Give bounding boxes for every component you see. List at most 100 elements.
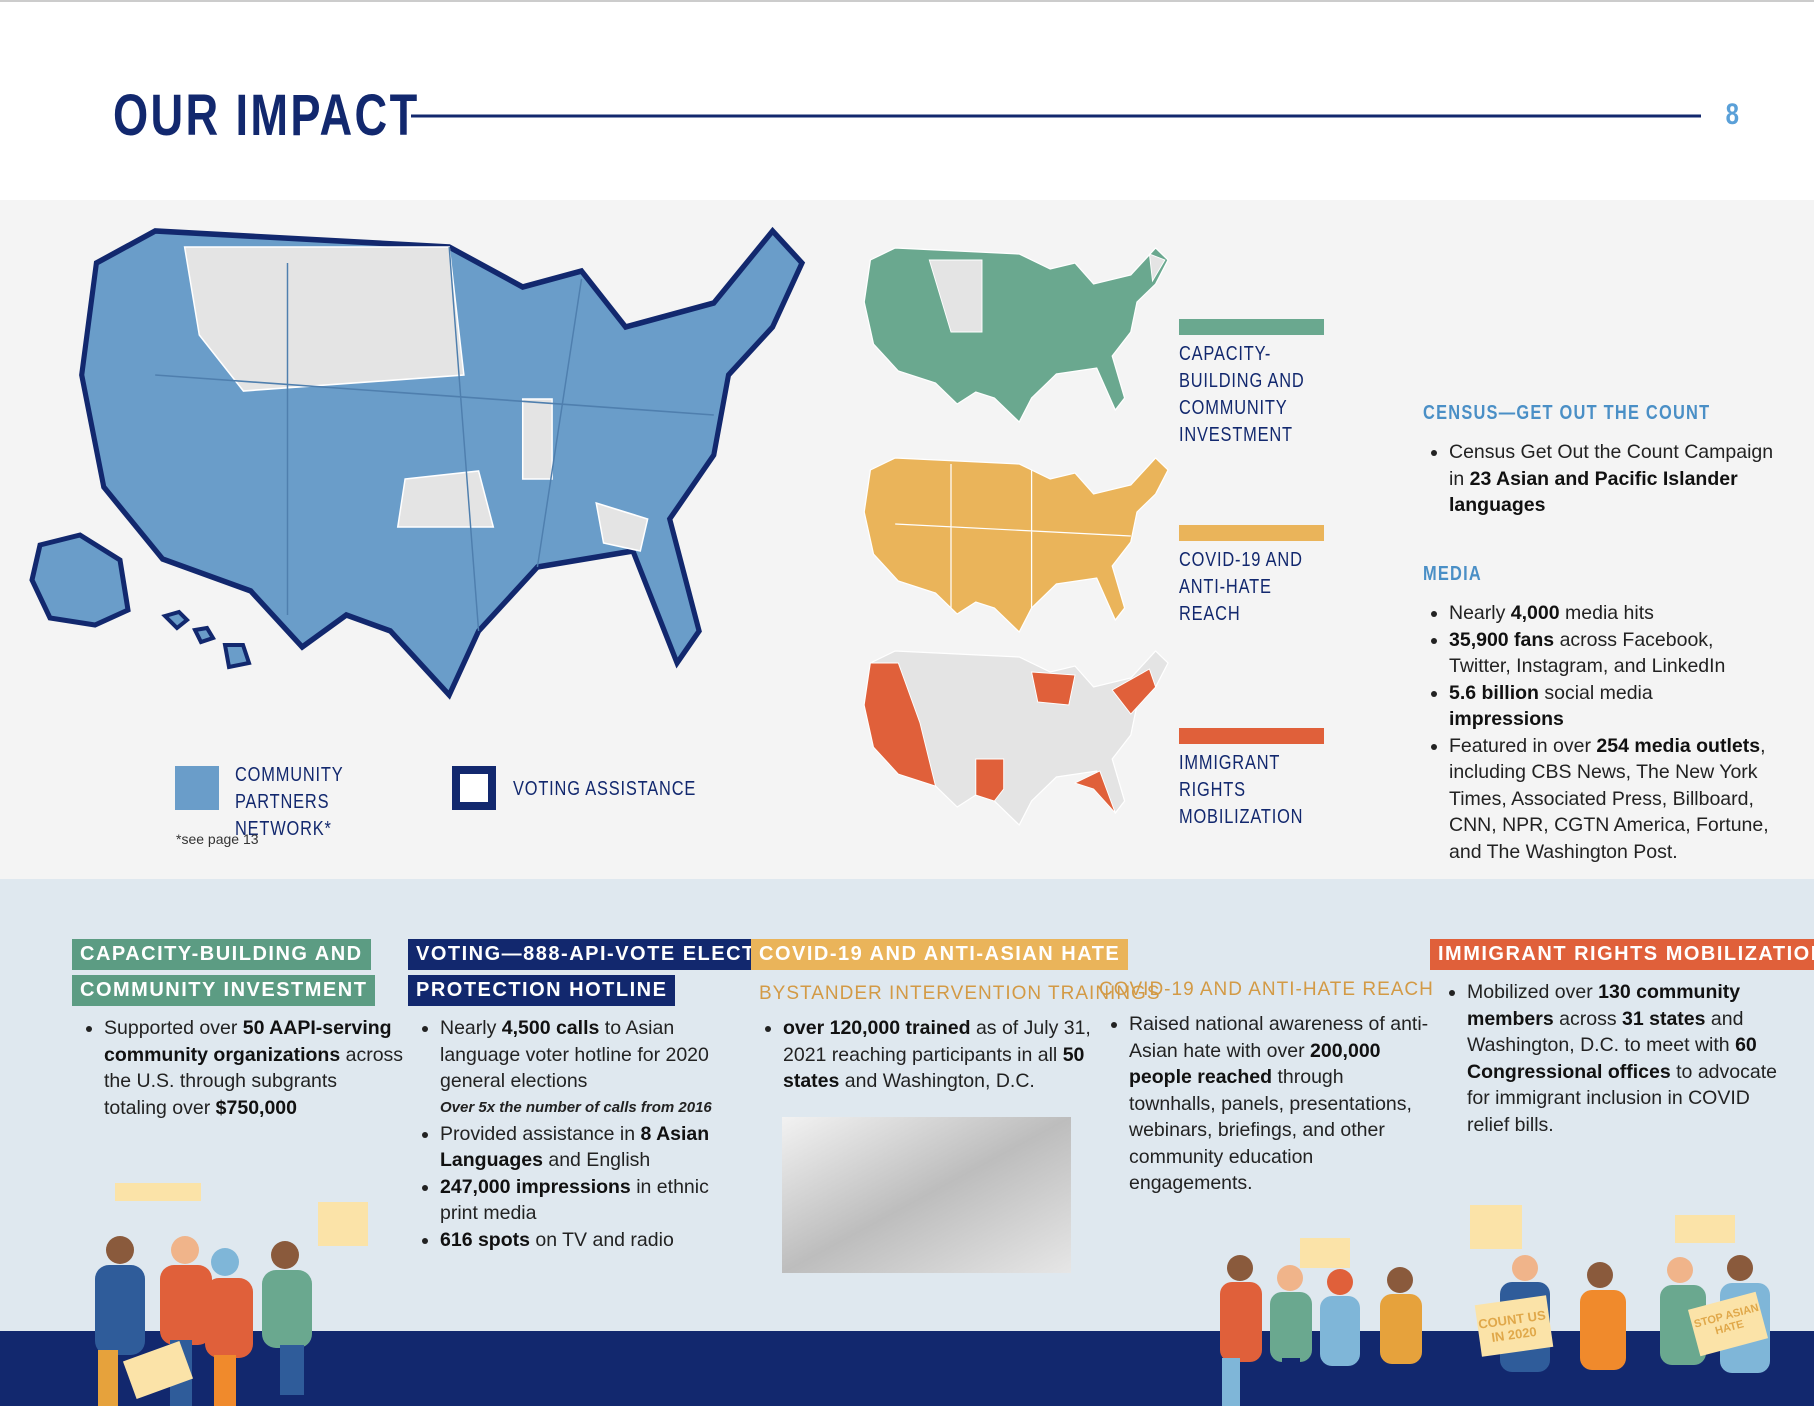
text-run: Census Get Out the Count Campaign in: [1449, 441, 1774, 490]
small-map-red: [863, 650, 1169, 826]
bullet: Census Get Out the Count Campaign in 23 …: [1449, 439, 1783, 519]
text-run: as of July 31, 2021 reaching participant…: [783, 1017, 1091, 1066]
impact-column: IMMIGRANT RIGHTS MOBILIZATION Mobilized o…: [1430, 939, 1814, 1138]
color-bar: [1179, 319, 1324, 335]
bullet: 5.6 billion social media impressions: [1449, 680, 1773, 733]
column-heading: COMMUNITY INVESTMENT: [72, 975, 376, 1006]
impact-column: CAPACITY-BUILDING AND COMMUNITY INVESTMEN…: [72, 939, 403, 1121]
text-run: and English: [542, 1149, 651, 1171]
text-run: Provided assistance in: [440, 1122, 641, 1145]
heading-row: IMMIGRANT RIGHTS MOBILIZATION: [1430, 939, 1814, 975]
bold-run: 247,000 impressions: [440, 1175, 631, 1198]
page-number: 8: [1725, 98, 1740, 131]
census-section: CENSUS—GET OUT THE COUNT Census Get Out …: [1423, 402, 1783, 519]
bullet: Supported over 50 AAPI-serving community…: [104, 1015, 404, 1121]
text-run: Supported over: [104, 1017, 243, 1039]
bold-run: 31 states: [1622, 1007, 1706, 1030]
text-run: in ethnic print media: [440, 1175, 709, 1225]
bold-run: 8 Asian Languages: [440, 1122, 710, 1172]
column-heading: COVID-19 AND ANTI-ASIAN HATE: [751, 939, 1129, 970]
bold-run: 4,000: [1510, 602, 1560, 624]
bullet-list: over 120,000 trained as of July 31, 2021…: [757, 1015, 1103, 1095]
bullet: Featured in over 254 media outlets, incl…: [1449, 733, 1773, 866]
bold-run: $750,000: [215, 1096, 297, 1119]
heading-row: VOTING—888-API-VOTE ELECTION: [408, 939, 804, 975]
text-run: and Washington, D.C.: [839, 1070, 1035, 1092]
column-heading: IMMIGRANT RIGHTS MOBILIZATION: [1430, 939, 1814, 970]
heading-row: CAPACITY-BUILDING AND: [72, 939, 392, 975]
bold-run: 616 spots: [440, 1228, 530, 1251]
bullet-list: Mobilized over 130 community members acr…: [1441, 979, 1777, 1138]
bold-run: 254 media outlets: [1596, 734, 1761, 757]
text-run: social media: [1538, 681, 1653, 704]
small-map-green: [863, 247, 1169, 423]
bullet-list: Nearly 4,500 calls to Asian language vot…: [414, 1015, 750, 1253]
text-run: , including CBS News, The New York Times…: [1449, 734, 1769, 863]
text-run: Mobilized over: [1467, 981, 1599, 1003]
impact-column: COVID-19 AND ANTI-HATE REACH Raised natio…: [1099, 979, 1434, 1197]
bullet: 247,000 impressions in ethnic print medi…: [440, 1174, 750, 1227]
bold-run: 50 states: [783, 1043, 1085, 1093]
text-run: Featured in over: [1449, 734, 1597, 757]
bullet: Mobilized over 130 community members acr…: [1467, 979, 1777, 1138]
bold-run: 4,500 calls: [501, 1017, 600, 1039]
text-run: on TV and radio: [529, 1228, 674, 1251]
legend-swatch: [175, 766, 219, 810]
column-subheading: BYSTANDER INTERVENTION TRAININGS: [759, 983, 1161, 1004]
text-run: through townhalls, panels, presentations…: [1129, 1066, 1412, 1194]
column-subheading: COVID-19 AND ANTI-HATE REACH: [1099, 979, 1434, 1000]
bullet: Nearly 4,000 media hits: [1449, 600, 1773, 627]
bold-run: 35,900 fans: [1449, 628, 1555, 651]
bold-run: 60 Congressional offices: [1467, 1034, 1757, 1083]
bold-run: 130 community members: [1467, 981, 1741, 1030]
bullet-list: Nearly 4,000 media hits35,900 fans acros…: [1423, 600, 1773, 865]
small-map-orange: [863, 457, 1169, 633]
bullet: 35,900 fans across Facebook, Twitter, In…: [1449, 627, 1773, 680]
text-run: across the U.S. through subgrants totali…: [104, 1043, 404, 1119]
impact-column: VOTING—888-API-VOTE ELECTION PROTECTION H…: [408, 939, 804, 1253]
bold-run: 23 Asian and Pacific Islander languages: [1449, 467, 1738, 517]
bullet: Raised national awareness of anti-Asian …: [1129, 1011, 1429, 1197]
media-section: MEDIA Nearly 4,000 media hits35,900 fans…: [1423, 563, 1773, 865]
top-rule: [0, 0, 1814, 2]
text-run: media hits: [1559, 602, 1654, 624]
newspaper-photo: [782, 1117, 1071, 1273]
page-title: OUR IMPACT: [113, 83, 420, 148]
bullet-list: Supported over 50 AAPI-serving community…: [78, 1015, 404, 1121]
bullet: Provided assistance in 8 Asian Languages…: [440, 1121, 750, 1174]
text-run: to advocate for immigrant inclusion in C…: [1467, 1060, 1777, 1136]
crowd-left: [95, 1183, 368, 1406]
bullet: Nearly 4,500 calls to Asian language vot…: [440, 1015, 750, 1095]
bullet: over 120,000 trained as of July 31, 2021…: [783, 1015, 1103, 1095]
bullet: 616 spots on TV and radio: [440, 1227, 750, 1254]
small-map-label: IMMIGRANT RIGHTS MOBILIZATION: [1179, 752, 1304, 828]
bold-run: 50 AAPI-serving community organizations: [104, 1017, 392, 1066]
crowd-right: [1220, 1205, 1770, 1406]
column-heading: CAPACITY-BUILDING AND: [72, 939, 371, 970]
section-heading: MEDIA: [1423, 563, 1483, 585]
text-run: Nearly: [440, 1017, 502, 1039]
bold-run: 5.6 billion: [1449, 681, 1539, 704]
legend-swatch: [452, 766, 496, 810]
legend-label: COMMUNITY PARTNERS NETWORK*: [235, 764, 344, 840]
bullet-list: Raised national awareness of anti-Asian …: [1103, 1011, 1429, 1197]
us-map: [29, 231, 802, 695]
bold-run: 200,000 people reached: [1129, 1039, 1381, 1089]
heading-row: COVID-19 AND ANTI-ASIAN HATE: [751, 939, 1129, 975]
impact-column: COVID-19 AND ANTI-ASIAN HATE BYSTANDER IN…: [751, 939, 1161, 1095]
bullet-note: Over 5x the number of calls from 2016: [440, 1098, 712, 1116]
text-run: Nearly: [1449, 602, 1511, 624]
heading-row: PROTECTION HOTLINE: [408, 975, 738, 1011]
text-run: across: [1553, 1007, 1622, 1030]
bold-run: over 120,000 trained: [783, 1017, 971, 1039]
color-bar: [1179, 728, 1324, 744]
text-run: and Washington, D.C. to meet with: [1467, 1007, 1744, 1057]
heading-row: COMMUNITY INVESTMENT: [72, 975, 392, 1011]
text-run: to Asian language voter hotline for 2020…: [440, 1017, 709, 1092]
text-run: across Facebook, Twitter, Instagram, and…: [1449, 628, 1726, 678]
small-map-label: CAPACITY-BUILDING AND COMMUNITY INVESTME…: [1179, 343, 1305, 446]
column-heading: PROTECTION HOTLINE: [408, 975, 676, 1006]
footnote: *see page 13: [176, 831, 259, 847]
bold-run: impressions: [1449, 708, 1564, 730]
